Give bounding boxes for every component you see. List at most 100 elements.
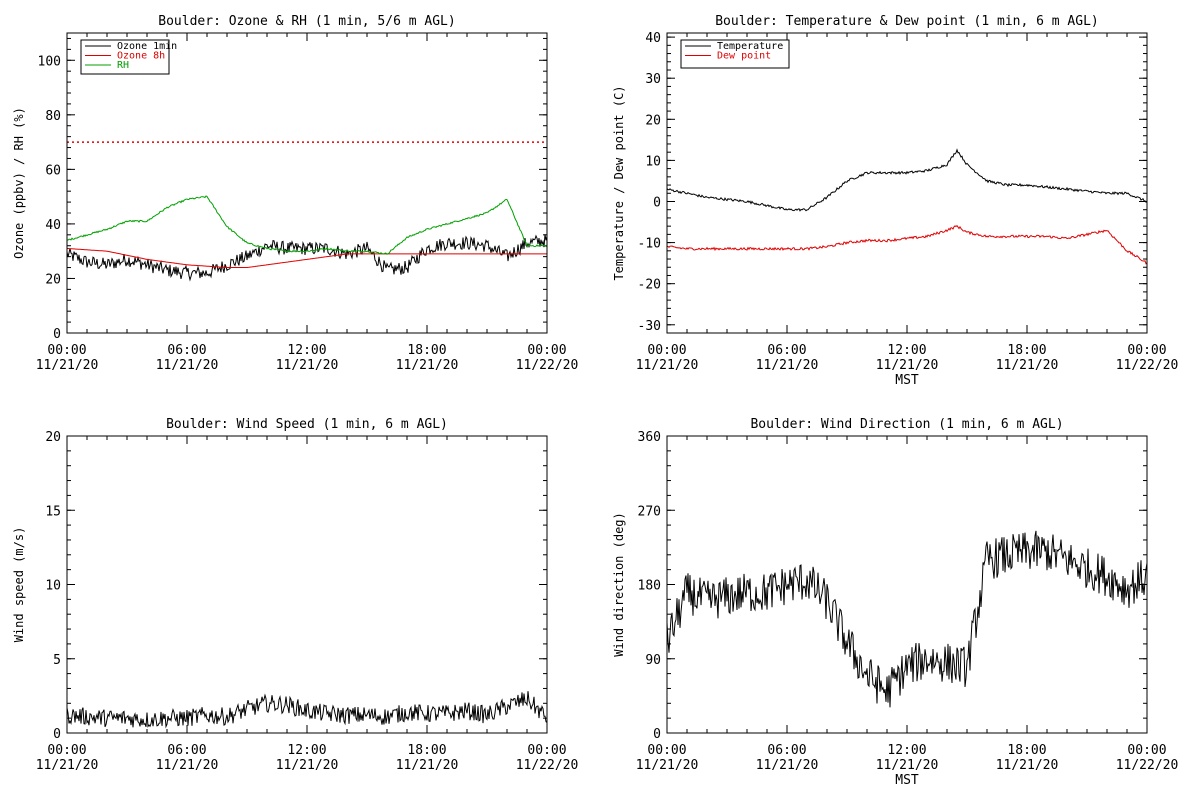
plot-frame: [66, 435, 548, 734]
x-tick-date-label: 11/21/20: [876, 758, 939, 773]
x-tick-date-label: 11/21/20: [636, 758, 699, 773]
x-tick-time-label: 12:00: [887, 743, 926, 758]
series-line-1: [67, 248, 547, 268]
x-tick-date-label: 11/21/20: [996, 758, 1059, 773]
y-axis-label: Wind direction (deg): [612, 512, 626, 657]
legend-label: Ozone 1min: [117, 41, 177, 52]
y-tick-label: 20: [45, 430, 61, 445]
legend-label: Temperature: [717, 41, 783, 52]
temperature-dewpoint-chart: Boulder: Temperature & Dew point (1 min,…: [612, 14, 1178, 388]
x-tick-date-label: 11/21/20: [636, 358, 699, 373]
y-tick-label: 180: [638, 579, 661, 594]
y-tick-label: 10: [45, 579, 61, 594]
x-tick-date-label: 11/22/20: [1116, 358, 1179, 373]
y-tick-label: 40: [45, 218, 61, 233]
series-group: [67, 195, 547, 282]
y-tick-label: -30: [638, 319, 661, 334]
x-tick-date-label: 11/21/20: [276, 358, 339, 373]
x-tick-time-label: 06:00: [767, 743, 806, 758]
x-tick-time-label: 00:00: [1127, 743, 1166, 758]
series-line-0: [67, 234, 547, 282]
x-tick-time-label: 18:00: [407, 343, 446, 358]
y-tick-label: 100: [38, 54, 61, 69]
series-line-0: [67, 691, 547, 729]
series-line-1: [667, 225, 1147, 265]
x-tick-time-label: 00:00: [47, 343, 86, 358]
y-tick-label: 5: [53, 653, 61, 668]
chart-title: Boulder: Wind Speed (1 min, 6 m AGL): [166, 417, 448, 432]
x-tick-time-label: 00:00: [647, 743, 686, 758]
x-tick-time-label: 12:00: [887, 343, 926, 358]
y-tick-label: 20: [645, 113, 661, 128]
x-tick-time-label: 18:00: [1007, 743, 1046, 758]
y-tick-label: 15: [45, 504, 61, 519]
x-axis-label: MST: [895, 373, 919, 388]
x-tick-time-label: 18:00: [407, 743, 446, 758]
plot-frame: [666, 435, 1148, 734]
x-tick-date-label: 11/21/20: [876, 358, 939, 373]
plot-frame: [666, 32, 1148, 334]
chart-title: Boulder: Wind Direction (1 min, 6 m AGL): [750, 417, 1063, 432]
y-tick-label: 0: [53, 327, 61, 342]
x-tick-date-label: 11/22/20: [516, 758, 579, 773]
y-tick-label: 90: [645, 653, 661, 668]
y-tick-label: 0: [53, 727, 61, 742]
x-tick-date-label: 11/21/20: [756, 758, 819, 773]
y-tick-label: 30: [645, 72, 661, 87]
x-tick-time-label: 12:00: [287, 743, 326, 758]
y-tick-label: 60: [45, 163, 61, 178]
x-tick-time-label: 00:00: [47, 743, 86, 758]
x-tick-date-label: 11/21/20: [156, 358, 219, 373]
x-tick-time-label: 06:00: [167, 343, 206, 358]
y-tick-label: 20: [45, 272, 61, 287]
x-tick-date-label: 11/21/20: [276, 758, 339, 773]
x-tick-date-label: 11/21/20: [396, 758, 459, 773]
y-tick-label: 270: [638, 504, 661, 519]
x-tick-time-label: 18:00: [1007, 343, 1046, 358]
x-tick-date-label: 11/21/20: [756, 358, 819, 373]
x-tick-date-label: 11/22/20: [516, 358, 579, 373]
x-tick-date-label: 11/21/20: [156, 758, 219, 773]
legend-label: Dew point: [717, 51, 771, 62]
ozone-rh-chart: Boulder: Ozone & RH (1 min, 5/6 m AGL) Oz…: [12, 14, 578, 373]
y-tick-label: -20: [638, 278, 661, 293]
chart-title: Boulder: Temperature & Dew point (1 min,…: [715, 14, 1099, 29]
y-tick-label: 80: [45, 109, 61, 124]
x-tick-date-label: 11/21/20: [996, 358, 1059, 373]
y-axis-label: Ozone (ppbv) / RH (%): [12, 107, 26, 259]
x-tick-time-label: 00:00: [527, 743, 566, 758]
x-tick-date-label: 11/21/20: [396, 358, 459, 373]
series-line-0: [667, 530, 1147, 708]
x-tick-date-label: 11/21/20: [36, 758, 99, 773]
series-group: [667, 530, 1147, 708]
y-axis-label: Temperature / Dew point (C): [612, 85, 626, 280]
y-tick-label: 360: [638, 430, 661, 445]
y-tick-label: 10: [645, 154, 661, 169]
wind-direction-chart: Boulder: Wind Direction (1 min, 6 m AGL)…: [612, 417, 1178, 788]
y-tick-label: -10: [638, 237, 661, 252]
plot-frame: [66, 32, 548, 334]
legend-box: [680, 39, 790, 69]
chart-title: Boulder: Ozone & RH (1 min, 5/6 m AGL): [158, 14, 455, 29]
x-tick-date-label: 11/21/20: [36, 358, 99, 373]
x-tick-date-label: 11/22/20: [1116, 758, 1179, 773]
y-tick-label: 40: [645, 31, 661, 46]
x-tick-time-label: 06:00: [767, 343, 806, 358]
y-axis-label: Wind speed (m/s): [12, 527, 26, 643]
x-tick-time-label: 06:00: [167, 743, 206, 758]
wind-speed-chart: Boulder: Wind Speed (1 min, 6 m AGL) Wind…: [12, 417, 578, 773]
y-tick-label: 0: [653, 727, 661, 742]
x-tick-time-label: 12:00: [287, 343, 326, 358]
legend-label: RH: [117, 60, 129, 71]
y-tick-label: 0: [653, 195, 661, 210]
series-line-2: [67, 195, 547, 255]
x-tick-time-label: 00:00: [527, 343, 566, 358]
legend-label: Ozone 8h: [117, 51, 165, 62]
series-group: [667, 148, 1147, 265]
series-group: [67, 691, 547, 729]
series-line-0: [667, 148, 1147, 212]
x-axis-label: MST: [895, 773, 919, 788]
x-tick-time-label: 00:00: [1127, 343, 1166, 358]
x-tick-time-label: 00:00: [647, 343, 686, 358]
